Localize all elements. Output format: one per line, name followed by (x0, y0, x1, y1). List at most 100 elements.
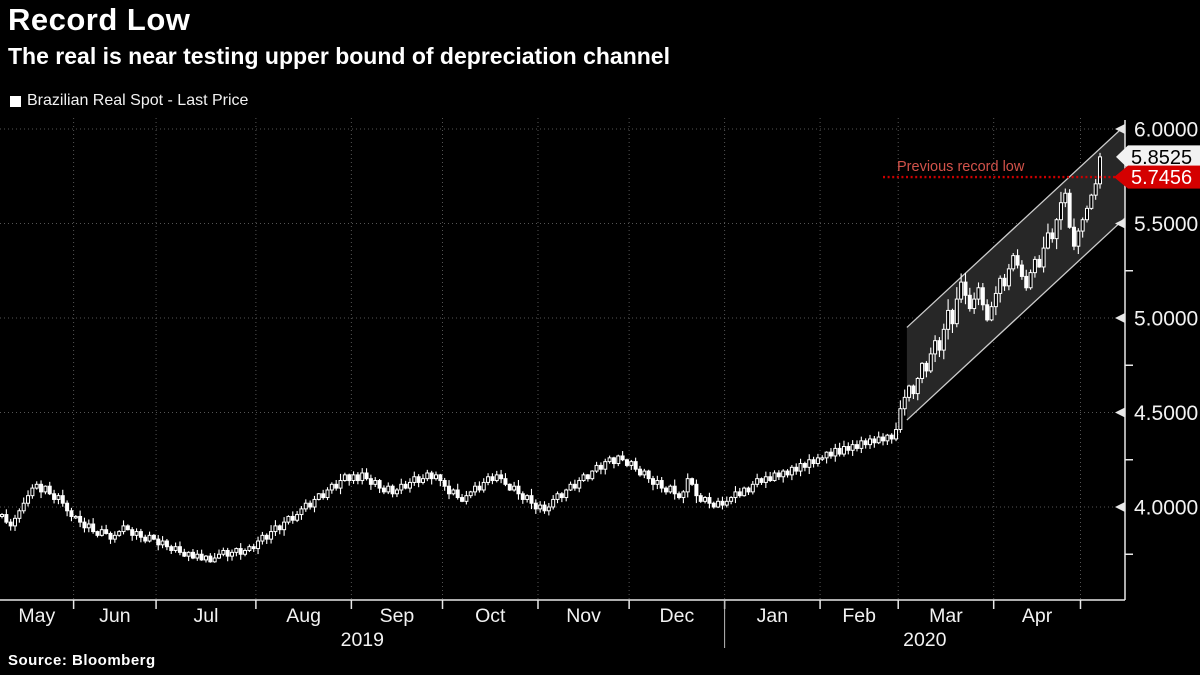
candle (1037, 255, 1042, 268)
candle-body (1054, 219, 1059, 240)
candle (933, 335, 938, 363)
candle (1076, 228, 1081, 255)
candle-body (225, 549, 230, 557)
candle-body (147, 534, 152, 542)
candle-body (633, 461, 638, 470)
candle-body (559, 493, 564, 499)
candle (807, 454, 812, 475)
candle-body (21, 502, 26, 512)
candle (203, 554, 208, 563)
candle (364, 468, 369, 481)
candle-body (716, 500, 721, 508)
candle (664, 486, 669, 495)
x-year-label: 2019 (341, 629, 384, 651)
candle-body (86, 523, 91, 529)
candle (316, 492, 321, 501)
candle-body (551, 498, 556, 508)
candle-body (841, 446, 846, 455)
candle-body (338, 480, 343, 489)
candle (199, 549, 204, 561)
candle (47, 481, 52, 496)
legend: Brazilian Real Spot - Last Price (10, 92, 248, 110)
candle-body (481, 481, 486, 491)
candle-body (169, 546, 174, 551)
candle-body (516, 485, 521, 495)
candle (694, 479, 699, 504)
candle (1071, 218, 1076, 251)
candle (69, 507, 74, 522)
candle (243, 548, 248, 557)
candle (95, 530, 100, 538)
candle-body (286, 515, 291, 523)
legend-marker-icon (10, 95, 21, 107)
candle-body (772, 472, 777, 482)
candle-body (30, 487, 35, 497)
candle-body (425, 472, 430, 480)
candle (837, 442, 842, 457)
candle (1019, 260, 1024, 280)
candle-body (429, 472, 434, 480)
candle (143, 534, 148, 544)
candle (425, 469, 430, 482)
candle-body (963, 281, 968, 296)
x-month-label: Mar (929, 605, 963, 627)
candle (611, 456, 616, 469)
y-tick-arrow-icon (1115, 502, 1125, 512)
candle (212, 552, 217, 563)
candle (672, 479, 677, 500)
candle-body (833, 447, 838, 457)
candle-body (138, 531, 143, 538)
candle (607, 455, 612, 464)
candle (390, 484, 395, 498)
candle (1085, 205, 1089, 223)
candle (733, 486, 738, 504)
x-month-label: Apr (1022, 605, 1053, 627)
candle-body (8, 521, 13, 527)
candle-body (403, 483, 408, 489)
candle (26, 490, 31, 507)
candle (763, 471, 768, 489)
candle-body (620, 455, 625, 461)
candle-body (993, 292, 998, 308)
candle-body (967, 294, 972, 310)
candle (620, 451, 625, 462)
candle-body (564, 489, 569, 499)
candle-body (611, 457, 616, 465)
candle (928, 347, 933, 374)
candle-body (1063, 192, 1068, 204)
candle (781, 469, 786, 483)
candle-body (490, 476, 495, 482)
candle (251, 543, 256, 552)
candle (902, 389, 907, 416)
candle (976, 282, 981, 306)
candle (373, 477, 378, 488)
record-low-tag-bg (1128, 165, 1200, 189)
channel-upper-line (906, 124, 1126, 328)
candle (273, 520, 278, 536)
candle-body (386, 485, 391, 493)
candle-body (260, 534, 265, 542)
candle-body (360, 472, 365, 482)
candle (959, 273, 964, 303)
candle (147, 531, 152, 543)
candle (1032, 256, 1037, 278)
candle (13, 514, 18, 531)
x-month-label: Oct (475, 605, 506, 627)
candle-body (1028, 272, 1033, 289)
candle (746, 486, 751, 495)
candle-body (1050, 232, 1055, 240)
candle-body (889, 434, 894, 440)
candle-body (755, 478, 760, 485)
candle-body (581, 474, 586, 482)
candle-body (1098, 156, 1103, 185)
candle (303, 499, 308, 512)
candle (551, 495, 556, 510)
candle-body (134, 531, 139, 536)
y-tick-arrow-icon (1115, 124, 1125, 134)
candle-body (1019, 264, 1024, 277)
candle-body (230, 551, 235, 557)
candle (78, 510, 83, 528)
candle-body (52, 493, 57, 500)
y-tick-arrow-icon (1115, 218, 1125, 229)
candle-body (794, 466, 799, 472)
